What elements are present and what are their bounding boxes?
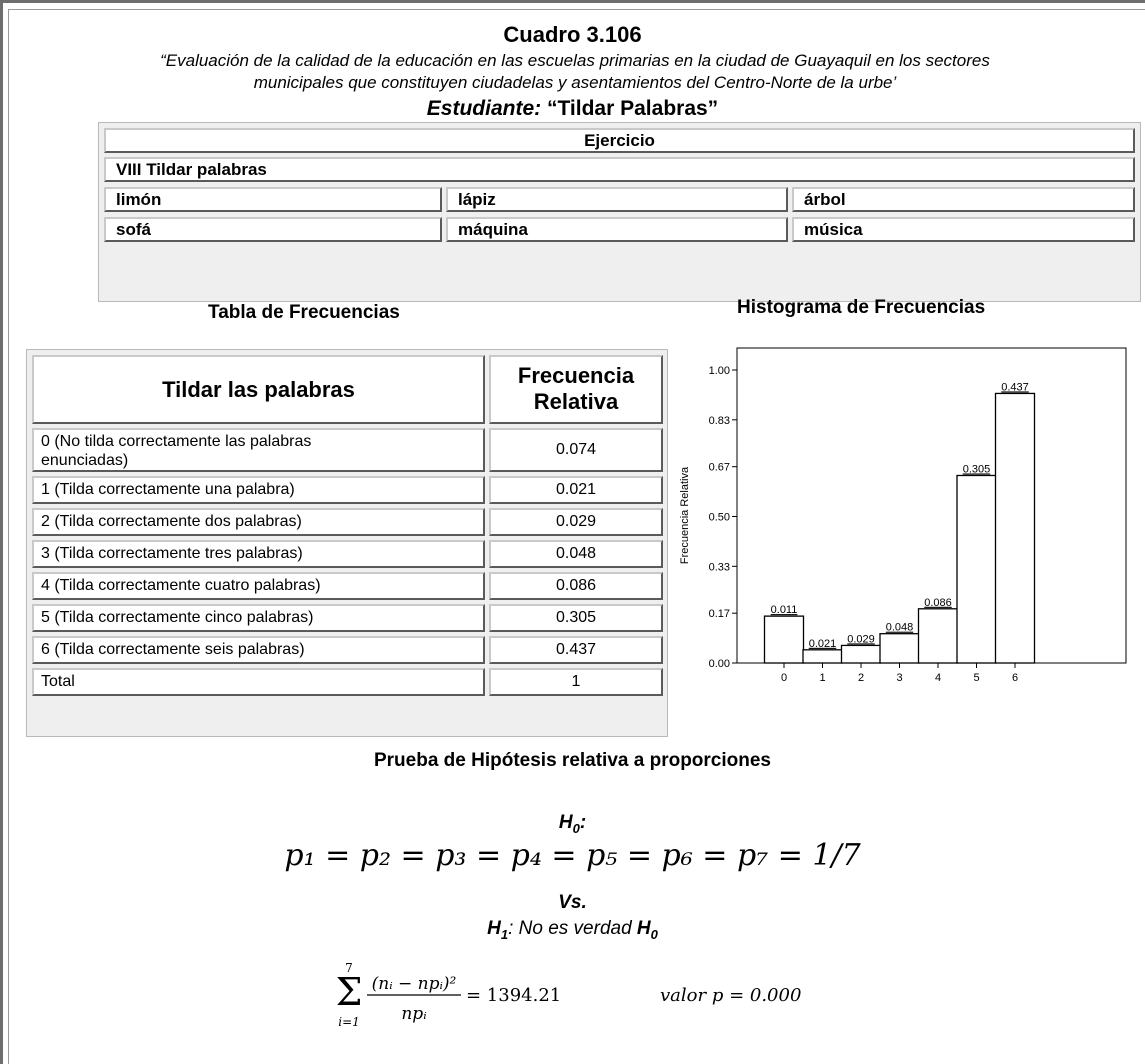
x-tick-label: 5 <box>973 672 979 684</box>
h1-statement: H1: No es verdad H0 <box>0 918 1145 942</box>
x-tick-label: 4 <box>935 672 941 684</box>
estudiante-label: Estudiante: <box>426 97 542 120</box>
exercise-heading: Ejercicio <box>104 128 1135 153</box>
h0-subscript: 0 <box>572 820 580 836</box>
h1-letter: H <box>487 918 501 939</box>
word-cell: sofá <box>104 217 442 242</box>
histogram-bar <box>802 649 843 664</box>
h0-letter: H <box>558 812 573 833</box>
table-row-label: 5 (Tilda correctamente cinco palabras) <box>32 604 485 632</box>
bar-data-label: 0.437 <box>1001 381 1029 393</box>
histogram-bar <box>994 392 1036 664</box>
x-tick-label: 3 <box>896 672 902 684</box>
col-header-line-1: Frecuencia <box>517 363 635 388</box>
bar-data-label: 0.086 <box>924 597 952 609</box>
bar-data-label: 0.048 <box>886 622 914 634</box>
histogram-bar <box>956 474 997 664</box>
y-tick-label: 0.17 <box>709 608 730 620</box>
col-header-line-2: Relativa <box>533 389 619 414</box>
table-row-value: 0.086 <box>489 572 663 600</box>
bar-data-label: 0.021 <box>809 638 837 650</box>
table-row-label: 0 (No tilda correctamente las palabras e… <box>32 428 485 472</box>
word-cell: árbol <box>792 187 1135 212</box>
estudiante-title: “Tildar Palabras” <box>546 97 719 120</box>
histogram-bar <box>840 644 882 664</box>
frequency-table: Tildar las palabras Frecuencia Relativa … <box>26 349 668 737</box>
table-row-label: 6 (Tilda correctamente seis palabras) <box>32 636 485 664</box>
freq-table-title: Tabla de Frecuencias <box>208 302 400 323</box>
null-hypothesis-equation: p₁ = p₂ = p₃ = p₄ = p₅ = p₆ = p₇ = 1/7 <box>284 838 861 873</box>
bar-data-label: 0.011 <box>771 604 798 616</box>
y-tick-label: 0.83 <box>709 415 730 427</box>
subtitle-line-1: “Evaluación de la calidad de la educació… <box>160 51 990 70</box>
inner-frame <box>8 9 1145 1064</box>
y-tick-label: 0.67 <box>709 462 730 474</box>
table-row-value: 0.074 <box>489 428 663 472</box>
histogram-title: Histograma de Frecuencias <box>737 297 986 318</box>
histogram-chart: 0.00 0.17 0.33 0.50 0.67 0.83 1.00 0 0.011 1 0.021… <box>679 347 1127 684</box>
word-cell: música <box>792 217 1135 242</box>
vs-label: Vs. <box>558 892 587 913</box>
h1-subscript: 1 <box>500 926 509 942</box>
h1-ref-letter: H <box>636 918 651 939</box>
h1-ref-subscript: 0 <box>650 926 658 942</box>
table-total-label: Total <box>32 668 485 696</box>
cuadro-number: Cuadro 3.106 <box>503 22 642 47</box>
word-cell: limón <box>104 187 442 212</box>
h1-text: : No es verdad <box>508 918 637 939</box>
table-row-value: 0.305 <box>489 604 663 632</box>
table-row-label: 4 (Tilda correctamente cuatro palabras) <box>32 572 485 600</box>
bar-data-label: 0.305 <box>963 463 991 475</box>
table-row-label: 3 (Tilda correctamente tres palabras) <box>32 540 485 568</box>
bar-data-label: 0.029 <box>847 633 875 645</box>
subtitle-line-2: municipales que constituyen ciudadelas y… <box>253 73 897 92</box>
y-tick-label: 0.00 <box>709 658 730 670</box>
table-row-value: 0.029 <box>489 508 663 536</box>
col-header-tildar: Tildar las palabras <box>32 355 485 424</box>
x-tick-label: 2 <box>858 672 864 684</box>
table-row-value: 0.437 <box>489 636 663 664</box>
section-heading: Estudiante: “Tildar Palabras” <box>0 96 1145 122</box>
y-tick-label: 0.50 <box>709 512 730 524</box>
row-label-line-1: 0 (No tilda correctamente las palabras <box>41 433 312 450</box>
word-cell: máquina <box>446 217 788 242</box>
exercise-name: VIII Tildar palabras <box>104 157 1135 182</box>
col-header-frecuencia: Frecuencia Relativa <box>489 355 663 424</box>
y-tick-label: 0.33 <box>709 561 730 573</box>
histogram-bar <box>879 633 920 664</box>
x-tick-label: 1 <box>819 672 825 684</box>
y-tick-label: 1.00 <box>709 365 730 377</box>
histogram-bar <box>763 615 805 664</box>
table-row-value: 0.048 <box>489 540 663 568</box>
hypothesis-title: Prueba de Hipótesis relativa a proporcio… <box>373 750 771 771</box>
x-tick-label: 6 <box>1012 672 1018 684</box>
y-axis-label: Frecuencia Relativa <box>679 466 691 564</box>
histogram-bar <box>917 608 959 664</box>
table-row-label: 1 (Tilda correctamente una palabra) <box>32 476 485 504</box>
exercise-table: Ejercicio VIII Tildar palabras limón láp… <box>98 122 1141 302</box>
table-row-label: 2 (Tilda correctamente dos palabras) <box>32 508 485 536</box>
table-row-value: 0.021 <box>489 476 663 504</box>
report-subtitle: “Evaluación de la calidad de la educació… <box>20 50 1130 94</box>
h0-colon: : <box>579 812 587 833</box>
table-total-value: 1 <box>489 668 663 696</box>
row-label-line-2: enunciadas) <box>41 452 129 469</box>
x-tick-label: 0 <box>781 672 787 684</box>
h0-label: H0: <box>0 812 1145 836</box>
word-cell: lápiz <box>446 187 788 212</box>
